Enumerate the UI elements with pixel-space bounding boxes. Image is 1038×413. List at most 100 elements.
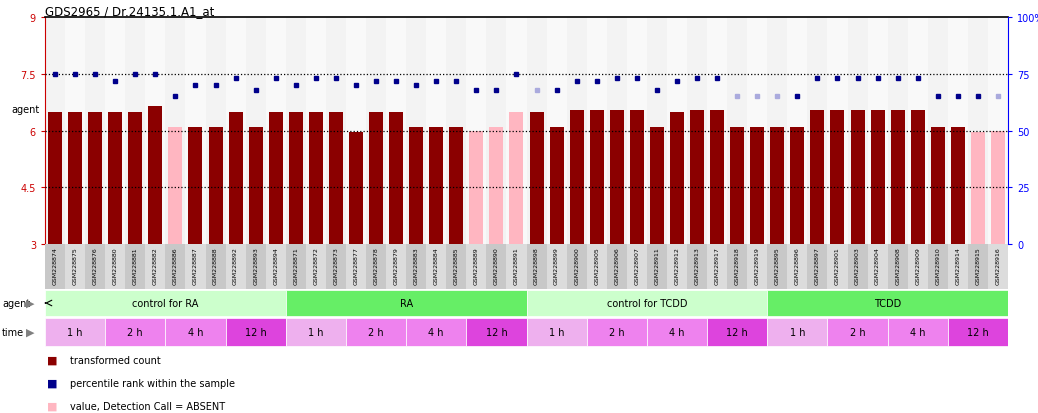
Bar bbox=[790, 127, 804, 244]
Text: 4 h: 4 h bbox=[429, 327, 444, 337]
Text: GSM228912: GSM228912 bbox=[675, 247, 680, 285]
Text: TCDD: TCDD bbox=[874, 298, 901, 308]
Bar bbox=[285, 244, 306, 289]
Bar bbox=[285, 290, 526, 317]
Text: GSM228914: GSM228914 bbox=[955, 247, 960, 285]
Bar bbox=[667, 244, 687, 289]
Text: GSM228900: GSM228900 bbox=[574, 247, 579, 284]
Bar bbox=[186, 18, 206, 244]
Bar bbox=[707, 18, 728, 244]
Text: 2 h: 2 h bbox=[368, 327, 384, 337]
Bar bbox=[609, 110, 624, 244]
Bar bbox=[446, 244, 466, 289]
Bar bbox=[329, 112, 343, 244]
Bar bbox=[427, 244, 446, 289]
Bar bbox=[85, 18, 105, 244]
Bar bbox=[266, 18, 285, 244]
Bar bbox=[747, 18, 767, 244]
Bar bbox=[948, 318, 1008, 347]
Bar bbox=[409, 127, 424, 244]
Bar bbox=[988, 244, 1008, 289]
Bar bbox=[449, 127, 463, 244]
Bar bbox=[787, 18, 808, 244]
Text: GDS2965 / Dr.24135.1.A1_at: GDS2965 / Dr.24135.1.A1_at bbox=[45, 5, 215, 18]
Text: 12 h: 12 h bbox=[486, 327, 508, 337]
Bar bbox=[808, 244, 827, 289]
Bar bbox=[306, 18, 326, 244]
Text: GSM228885: GSM228885 bbox=[454, 247, 459, 284]
Bar bbox=[45, 18, 65, 244]
Text: GSM228915: GSM228915 bbox=[976, 247, 981, 284]
Text: 1 h: 1 h bbox=[67, 327, 83, 337]
Bar bbox=[988, 18, 1008, 244]
Bar bbox=[847, 244, 868, 289]
Bar bbox=[871, 110, 884, 244]
Text: GSM228910: GSM228910 bbox=[935, 247, 940, 284]
Bar bbox=[967, 18, 988, 244]
Bar bbox=[647, 318, 707, 347]
Text: 2 h: 2 h bbox=[128, 327, 143, 337]
Bar bbox=[991, 131, 1005, 244]
Text: GSM228877: GSM228877 bbox=[354, 247, 358, 285]
Bar bbox=[627, 18, 647, 244]
Text: GSM228919: GSM228919 bbox=[755, 247, 760, 285]
Bar bbox=[850, 110, 865, 244]
Text: 1 h: 1 h bbox=[549, 327, 565, 337]
Bar bbox=[529, 112, 544, 244]
Bar bbox=[386, 18, 406, 244]
Text: GSM228896: GSM228896 bbox=[795, 247, 800, 284]
Text: GSM228911: GSM228911 bbox=[654, 247, 659, 284]
Bar bbox=[507, 244, 526, 289]
Bar bbox=[928, 18, 948, 244]
Bar bbox=[246, 18, 266, 244]
Bar bbox=[65, 18, 85, 244]
Text: GSM228880: GSM228880 bbox=[113, 247, 117, 284]
Bar bbox=[105, 18, 126, 244]
Bar bbox=[427, 18, 446, 244]
Bar bbox=[269, 112, 282, 244]
Bar bbox=[148, 107, 162, 244]
Bar bbox=[687, 18, 707, 244]
Bar bbox=[105, 318, 165, 347]
Bar bbox=[728, 244, 747, 289]
Text: GSM228917: GSM228917 bbox=[714, 247, 719, 285]
Bar bbox=[868, 18, 887, 244]
Bar bbox=[105, 244, 126, 289]
Text: GSM228887: GSM228887 bbox=[193, 247, 198, 284]
Bar bbox=[129, 112, 142, 244]
Bar bbox=[728, 18, 747, 244]
Text: GSM228899: GSM228899 bbox=[554, 247, 559, 285]
Text: ■: ■ bbox=[47, 401, 57, 411]
Bar bbox=[507, 18, 526, 244]
Bar bbox=[586, 318, 647, 347]
Text: RA: RA bbox=[400, 298, 413, 308]
Bar bbox=[707, 318, 767, 347]
Text: percentile rank within the sample: percentile rank within the sample bbox=[70, 378, 235, 388]
Bar bbox=[189, 127, 202, 244]
Bar bbox=[887, 318, 948, 347]
Text: GSM228906: GSM228906 bbox=[614, 247, 620, 284]
Text: GSM228904: GSM228904 bbox=[875, 247, 880, 285]
Bar bbox=[228, 112, 243, 244]
Bar bbox=[326, 18, 346, 244]
Bar bbox=[65, 244, 85, 289]
Text: GSM228876: GSM228876 bbox=[92, 247, 98, 284]
Bar bbox=[907, 18, 928, 244]
Text: GSM228893: GSM228893 bbox=[253, 247, 258, 285]
Bar bbox=[526, 318, 586, 347]
Text: GSM228892: GSM228892 bbox=[234, 247, 238, 285]
Text: GSM228903: GSM228903 bbox=[855, 247, 861, 285]
Bar bbox=[45, 318, 105, 347]
Bar bbox=[549, 127, 564, 244]
Text: GSM228907: GSM228907 bbox=[634, 247, 639, 285]
Bar bbox=[225, 18, 246, 244]
Bar bbox=[45, 290, 285, 317]
Text: GSM228909: GSM228909 bbox=[916, 247, 921, 285]
Text: control for TCDD: control for TCDD bbox=[606, 298, 687, 308]
Text: GSM228873: GSM228873 bbox=[333, 247, 338, 285]
Bar bbox=[607, 244, 627, 289]
Bar bbox=[69, 112, 82, 244]
Bar bbox=[971, 133, 985, 244]
Bar bbox=[85, 244, 105, 289]
Bar bbox=[767, 244, 787, 289]
